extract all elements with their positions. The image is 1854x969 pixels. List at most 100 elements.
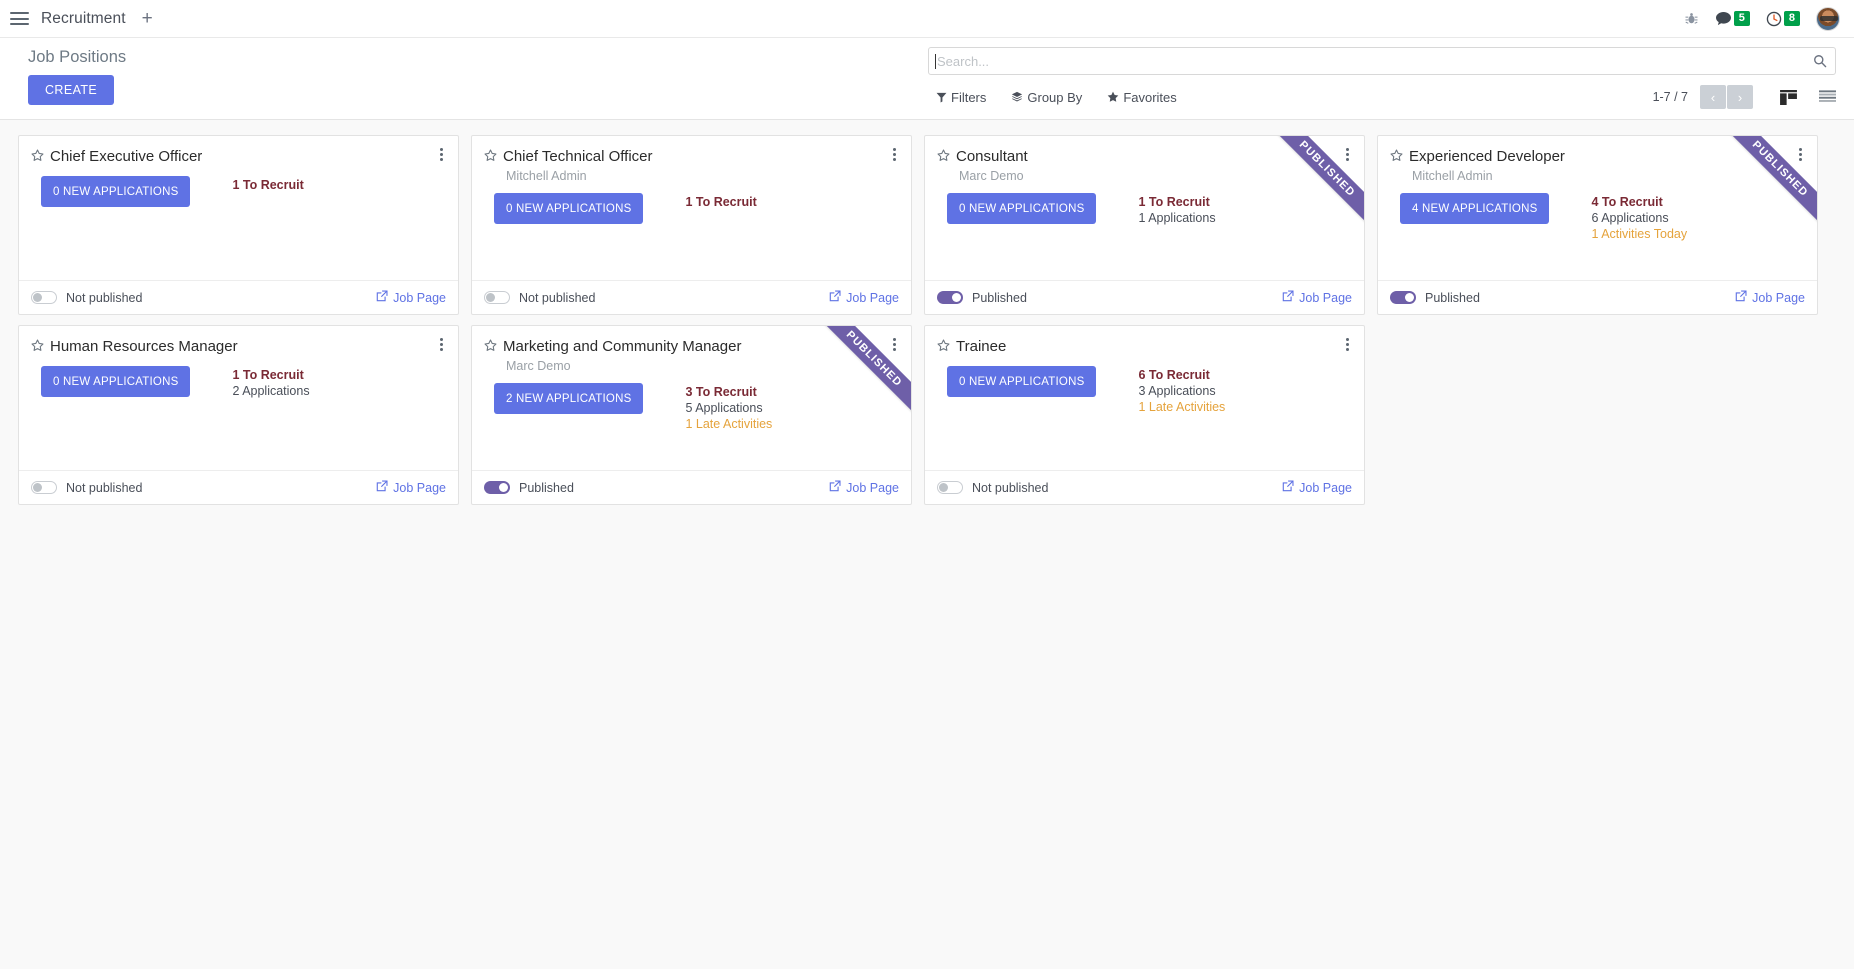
job-position-card[interactable]: Chief Executive Officer 0 NEW APPLICATIO… bbox=[18, 135, 459, 315]
recruiter-name: Marc Demo bbox=[506, 359, 571, 373]
card-menu-icon[interactable] bbox=[887, 146, 901, 162]
favorite-star-icon[interactable] bbox=[484, 339, 497, 357]
pager-range: 1-7 / 7 bbox=[1652, 90, 1688, 104]
card-menu-icon[interactable] bbox=[1793, 146, 1807, 162]
card-menu-icon[interactable] bbox=[1340, 336, 1354, 352]
search-row bbox=[928, 47, 1836, 75]
job-page-link[interactable]: Job Page bbox=[1735, 290, 1805, 305]
pager-zone: 1-7 / 7 ‹ › bbox=[1653, 85, 1836, 109]
publish-toggle[interactable] bbox=[937, 291, 963, 304]
activities-count[interactable]: 1 Late Activities bbox=[685, 417, 773, 431]
pager-previous-button[interactable]: ‹ bbox=[1700, 85, 1726, 109]
job-position-title[interactable]: Human Resources Manager bbox=[50, 338, 238, 355]
search-box[interactable] bbox=[928, 47, 1836, 75]
job-position-title[interactable]: Experienced Developer bbox=[1409, 148, 1565, 165]
publish-toggle[interactable] bbox=[31, 481, 57, 494]
publish-status-label: Not published bbox=[66, 290, 143, 305]
to-recruit-count[interactable]: 3 To Recruit bbox=[685, 385, 757, 399]
to-recruit-count[interactable]: 1 To Recruit bbox=[1138, 195, 1210, 209]
publish-toggle[interactable] bbox=[31, 291, 57, 304]
job-position-card[interactable]: Chief Technical Officer Mitchell Admin 0… bbox=[471, 135, 912, 315]
chat-icon bbox=[1715, 11, 1731, 26]
card-content: 0 NEW APPLICATIONS 1 To Recruit bbox=[31, 176, 444, 207]
new-applications-button[interactable]: 0 NEW APPLICATIONS bbox=[41, 176, 191, 207]
messages-counter[interactable]: 5 bbox=[1715, 11, 1750, 26]
job-position-title[interactable]: Consultant bbox=[956, 148, 1028, 165]
avatar[interactable] bbox=[1816, 6, 1840, 31]
card-menu-icon[interactable] bbox=[1340, 146, 1354, 162]
card-menu-icon[interactable] bbox=[434, 146, 448, 162]
job-page-link[interactable]: Job Page bbox=[829, 480, 899, 495]
applications-count[interactable]: 2 Applications bbox=[232, 384, 310, 398]
job-position-title[interactable]: Chief Executive Officer bbox=[50, 148, 203, 165]
job-position-title[interactable]: Marketing and Community Manager bbox=[503, 338, 742, 355]
job-page-link[interactable]: Job Page bbox=[1282, 480, 1352, 495]
job-page-link[interactable]: Job Page bbox=[829, 290, 899, 305]
navbar-right: 5 8 bbox=[1684, 6, 1840, 31]
job-page-link[interactable]: Job Page bbox=[376, 290, 446, 305]
create-button[interactable]: CREATE bbox=[28, 75, 115, 105]
new-applications-button[interactable]: 0 NEW APPLICATIONS bbox=[947, 366, 1097, 397]
favorite-star-icon[interactable] bbox=[31, 149, 44, 167]
card-body: Human Resources Manager 0 NEW APPLICATIO… bbox=[19, 326, 458, 470]
bug-icon[interactable] bbox=[1684, 11, 1699, 26]
hamburger-menu-icon[interactable] bbox=[10, 11, 29, 26]
list-view-icon[interactable] bbox=[1819, 90, 1836, 104]
kanban-view-icon[interactable] bbox=[1780, 89, 1797, 105]
filters-dropdown[interactable]: Filters bbox=[936, 90, 986, 105]
to-recruit-count[interactable]: 1 To Recruit bbox=[232, 178, 304, 192]
job-position-card[interactable]: PUBLISHED Consultant Marc Demo 0 NEW APP… bbox=[924, 135, 1365, 315]
card-header: Human Resources Manager bbox=[31, 337, 444, 357]
job-page-link[interactable]: Job Page bbox=[1282, 290, 1352, 305]
pager-next-button[interactable]: › bbox=[1727, 85, 1753, 109]
publish-toggle[interactable] bbox=[484, 291, 510, 304]
applications-count[interactable]: 5 Applications bbox=[685, 401, 763, 415]
favorite-star-icon[interactable] bbox=[1390, 149, 1403, 167]
card-menu-icon[interactable] bbox=[887, 336, 901, 352]
recruiter-name: Mitchell Admin bbox=[506, 169, 587, 183]
app-title[interactable]: Recruitment bbox=[41, 9, 126, 27]
card-body: Marketing and Community Manager Marc Dem… bbox=[472, 326, 911, 470]
favorite-star-icon[interactable] bbox=[484, 149, 497, 167]
plus-icon[interactable]: + bbox=[141, 8, 153, 29]
favorite-star-icon[interactable] bbox=[31, 339, 44, 357]
job-position-card[interactable]: PUBLISHED Marketing and Community Manage… bbox=[471, 325, 912, 505]
job-position-title[interactable]: Chief Technical Officer bbox=[503, 148, 653, 165]
new-applications-button[interactable]: 0 NEW APPLICATIONS bbox=[494, 193, 644, 224]
favorites-dropdown[interactable]: Favorites bbox=[1107, 90, 1177, 105]
publish-toggle[interactable] bbox=[484, 481, 510, 494]
applications-count[interactable]: 6 Applications bbox=[1591, 211, 1669, 225]
job-page-label: Job Page bbox=[846, 290, 899, 305]
text-caret bbox=[935, 53, 936, 69]
to-recruit-count[interactable]: 4 To Recruit bbox=[1591, 195, 1663, 209]
activities-count[interactable]: 1 Activities Today bbox=[1591, 227, 1688, 241]
card-menu-icon[interactable] bbox=[434, 336, 448, 352]
job-position-card[interactable]: Trainee 0 NEW APPLICATIONS 6 To Recruit … bbox=[924, 325, 1365, 505]
job-page-link[interactable]: Job Page bbox=[376, 480, 446, 495]
to-recruit-count[interactable]: 1 To Recruit bbox=[232, 368, 304, 382]
search-input[interactable] bbox=[937, 53, 1807, 69]
applications-count[interactable]: 1 Applications bbox=[1138, 211, 1216, 225]
job-position-card[interactable]: Human Resources Manager 0 NEW APPLICATIO… bbox=[18, 325, 459, 505]
activities-count[interactable]: 1 Late Activities bbox=[1138, 400, 1226, 414]
to-recruit-count[interactable]: 1 To Recruit bbox=[685, 195, 757, 209]
card-stats: 4 To Recruit 6 Applications 1 Activities… bbox=[1591, 193, 1687, 242]
new-applications-button[interactable]: 0 NEW APPLICATIONS bbox=[41, 366, 191, 397]
to-recruit-count[interactable]: 6 To Recruit bbox=[1138, 368, 1210, 382]
favorite-star-icon[interactable] bbox=[937, 149, 950, 167]
applications-count[interactable]: 3 Applications bbox=[1138, 384, 1216, 398]
card-content: 0 NEW APPLICATIONS 6 To Recruit 3 Applic… bbox=[937, 366, 1350, 415]
search-icon[interactable] bbox=[1813, 54, 1827, 68]
favorite-star-icon[interactable] bbox=[937, 339, 950, 357]
publish-toggle[interactable] bbox=[937, 481, 963, 494]
group-by-dropdown[interactable]: Group By bbox=[1011, 90, 1082, 105]
publish-toggle[interactable] bbox=[1390, 291, 1416, 304]
card-body: Chief Executive Officer 0 NEW APPLICATIO… bbox=[19, 136, 458, 280]
external-link-icon bbox=[376, 290, 388, 305]
new-applications-button[interactable]: 0 NEW APPLICATIONS bbox=[947, 193, 1097, 224]
job-position-card[interactable]: PUBLISHED Experienced Developer Mitchell… bbox=[1377, 135, 1818, 315]
activities-counter[interactable]: 8 bbox=[1766, 11, 1800, 27]
job-position-title[interactable]: Trainee bbox=[956, 338, 1007, 355]
new-applications-button[interactable]: 2 NEW APPLICATIONS bbox=[494, 383, 644, 414]
new-applications-button[interactable]: 4 NEW APPLICATIONS bbox=[1400, 193, 1550, 224]
